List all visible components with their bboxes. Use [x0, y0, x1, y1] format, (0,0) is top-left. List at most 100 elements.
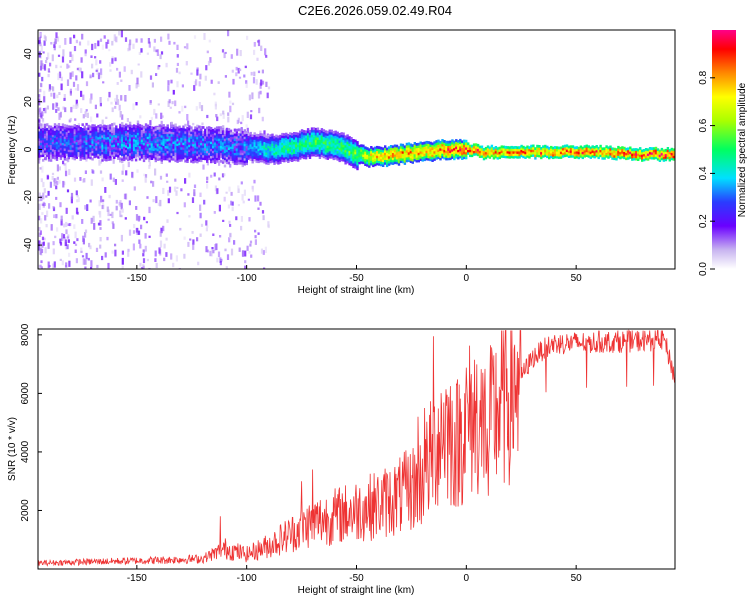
heatmap-cell: [68, 65, 71, 68]
heatmap-cell: [62, 106, 65, 110]
heatmap-cell: [312, 139, 316, 142]
heatmap-cell: [38, 133, 41, 137]
heatmap-cell: [243, 148, 246, 152]
heatmap-cell: [202, 133, 205, 137]
heatmap-cell: [72, 104, 75, 109]
heatmap-cell: [253, 149, 256, 152]
heatmap-cell: [217, 143, 221, 146]
heatmap-cell: [384, 152, 387, 156]
heatmap-cell: [332, 154, 335, 158]
heatmap-cell: [330, 153, 333, 157]
heatmap-cell: [75, 125, 78, 128]
heatmap-cell: [387, 146, 391, 150]
heatmap-cell: [149, 75, 153, 80]
heatmap-cell: [39, 44, 42, 47]
heatmap-cell: [285, 147, 288, 150]
heatmap-cell: [113, 151, 116, 155]
heatmap-cell: [352, 143, 355, 147]
heatmap-cell: [435, 156, 438, 160]
heatmap-cell: [40, 266, 43, 269]
heatmap-cell: [484, 149, 488, 153]
x-tick-label: 50: [571, 273, 583, 284]
heatmap-cell: [287, 155, 290, 159]
heatmap-cell: [368, 148, 371, 152]
heatmap-cell: [43, 123, 47, 127]
heatmap-cell: [172, 134, 175, 137]
heatmap-cell: [247, 140, 250, 144]
heatmap-cell: [484, 146, 488, 150]
heatmap-cell: [162, 126, 165, 130]
heatmap-cell: [63, 136, 67, 139]
heatmap-cell: [159, 54, 162, 60]
heatmap-cell: [496, 156, 499, 160]
heatmap-cell: [103, 150, 106, 154]
heatmap-cell: [130, 153, 134, 157]
heatmap-cell: [118, 71, 121, 78]
heatmap-cell: [480, 155, 484, 158]
heatmap-cell: [38, 113, 41, 118]
heatmap-cell: [56, 94, 59, 99]
heatmap-cell: [45, 224, 48, 228]
heatmap-cell: [176, 157, 179, 161]
heatmap-cell: [344, 154, 347, 158]
heatmap-cell: [425, 148, 428, 151]
heatmap-cell: [330, 155, 333, 159]
heatmap-cell: [190, 136, 193, 139]
heatmap-cell: [144, 245, 147, 252]
heatmap-cell: [206, 133, 209, 137]
heatmap-cell: [316, 151, 320, 155]
heatmap-cell: [516, 148, 519, 152]
heatmap-cell: [627, 154, 630, 158]
heatmap-cell: [544, 144, 547, 148]
heatmap-cell: [269, 139, 272, 142]
heatmap-cell: [105, 158, 108, 162]
heatmap-cell: [393, 149, 397, 153]
heatmap-cell: [407, 156, 411, 160]
heatmap-cell: [213, 127, 217, 131]
heatmap-cell: [63, 237, 66, 240]
heatmap-cell: [271, 157, 274, 161]
heatmap-cell: [38, 240, 41, 246]
heatmap-cell: [87, 141, 90, 145]
heatmap-cell: [209, 250, 212, 257]
heatmap-cell: [40, 135, 43, 139]
heatmap-cell: [136, 142, 140, 145]
heatmap-cell: [123, 132, 126, 135]
heatmap-cell: [285, 132, 288, 136]
heatmap-cell: [356, 145, 359, 149]
heatmap-cell: [463, 142, 466, 145]
heatmap-cell: [131, 171, 134, 178]
heatmap-cell: [219, 133, 223, 137]
heatmap-cell: [336, 148, 339, 152]
heatmap-cell: [389, 147, 393, 151]
heatmap-cell: [123, 153, 126, 157]
heatmap-cell: [184, 105, 187, 109]
heatmap-cell: [391, 162, 395, 165]
heatmap-cell: [130, 141, 134, 145]
heatmap-cell: [431, 156, 434, 160]
heatmap-cell: [557, 146, 561, 150]
heatmap-cell: [364, 151, 367, 154]
heatmap-cell: [225, 161, 229, 165]
heatmap-cell: [593, 146, 596, 149]
heatmap-cell: [164, 155, 167, 158]
heatmap-cell: [635, 148, 638, 151]
heatmap-cell: [546, 145, 549, 149]
heatmap-cell: [573, 148, 577, 152]
heatmap-cell: [148, 133, 152, 136]
heatmap-cell: [162, 225, 165, 232]
heatmap-cell: [174, 149, 177, 153]
heatmap-cell: [148, 162, 151, 167]
heatmap-cell: [421, 158, 424, 162]
heatmap-cell: [89, 151, 92, 155]
heatmap-cell: [42, 137, 45, 141]
heatmap-cell: [289, 144, 292, 148]
heatmap-cell: [97, 146, 100, 150]
heatmap-cell: [524, 151, 527, 155]
heatmap-cell: [281, 154, 284, 158]
heatmap-cell: [119, 157, 122, 161]
heatmap-cell: [265, 152, 268, 155]
heatmap-cell: [372, 149, 375, 153]
heatmap-cell: [178, 147, 181, 150]
heatmap-cell: [38, 264, 41, 269]
